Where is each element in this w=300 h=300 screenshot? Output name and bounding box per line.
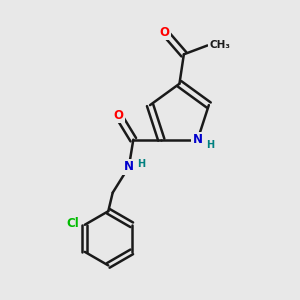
Text: H: H xyxy=(137,159,145,169)
Text: O: O xyxy=(114,109,124,122)
Text: CH₃: CH₃ xyxy=(209,40,230,50)
Text: O: O xyxy=(160,26,170,39)
Text: N: N xyxy=(124,160,134,173)
Text: N: N xyxy=(193,133,202,146)
Text: H: H xyxy=(206,140,214,150)
Text: Cl: Cl xyxy=(67,217,80,230)
